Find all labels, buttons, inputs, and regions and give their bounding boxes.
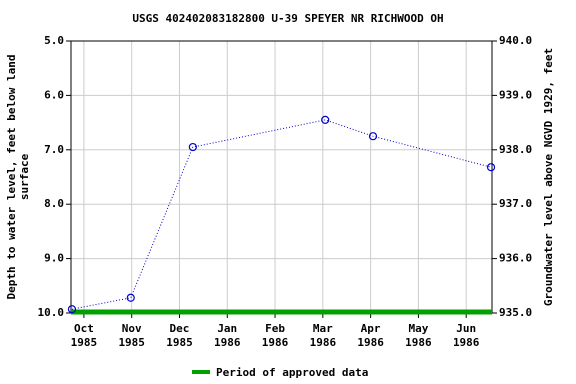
y2-tick-label: 939.0 <box>499 88 532 101</box>
data-point <box>67 305 77 314</box>
data-point <box>368 132 378 141</box>
data-point <box>486 163 496 172</box>
y-tick-label: 5.0 <box>44 34 64 47</box>
y2-tick-label: 937.0 <box>499 197 532 210</box>
y-tick-label: 6.0 <box>44 88 64 101</box>
x-tick-label: Apr 1986 <box>357 322 384 349</box>
x-tick-label: Dec 1985 <box>166 322 193 349</box>
data-point <box>321 115 330 124</box>
data-point <box>188 142 197 152</box>
y2-tick-label: 935.0 <box>499 306 532 319</box>
x-tick-label: May 1986 <box>405 322 432 349</box>
y2-tick-label: 938.0 <box>499 143 532 156</box>
chart-title: USGS 402402083182800 U-39 SPEYER NR RICH… <box>132 12 443 25</box>
x-tick-label: Nov 1985 <box>118 322 145 349</box>
y-axis-label-line: Depth to water level, feet below land <box>5 54 18 299</box>
y-tick-label: 9.0 <box>44 252 64 265</box>
y-tick-label: 10.0 <box>38 306 65 319</box>
x-tick-label: Oct 1985 <box>71 322 98 349</box>
plot-area <box>71 41 492 313</box>
legend-label: Period of approved data <box>216 366 368 379</box>
y2-tick-label: 940.0 <box>499 34 532 47</box>
x-tick-label: Feb 1986 <box>262 322 289 349</box>
y-tick-label: 7.0 <box>44 143 64 156</box>
x-tick-label: Jan 1986 <box>214 322 241 349</box>
data-point <box>126 293 135 302</box>
x-tick-label: Mar 1986 <box>310 322 337 349</box>
y-tick-label: 8.0 <box>44 197 64 210</box>
y2-axis-label: Groundwater level above NGVD 1929, feet <box>542 48 555 306</box>
y-axis-label: Depth to water level, feet below landsur… <box>5 54 31 299</box>
x-tick-label: Jun 1986 <box>453 322 480 349</box>
y2-tick-label: 936.0 <box>499 252 532 265</box>
y-axis-label-line: surface <box>18 153 31 200</box>
